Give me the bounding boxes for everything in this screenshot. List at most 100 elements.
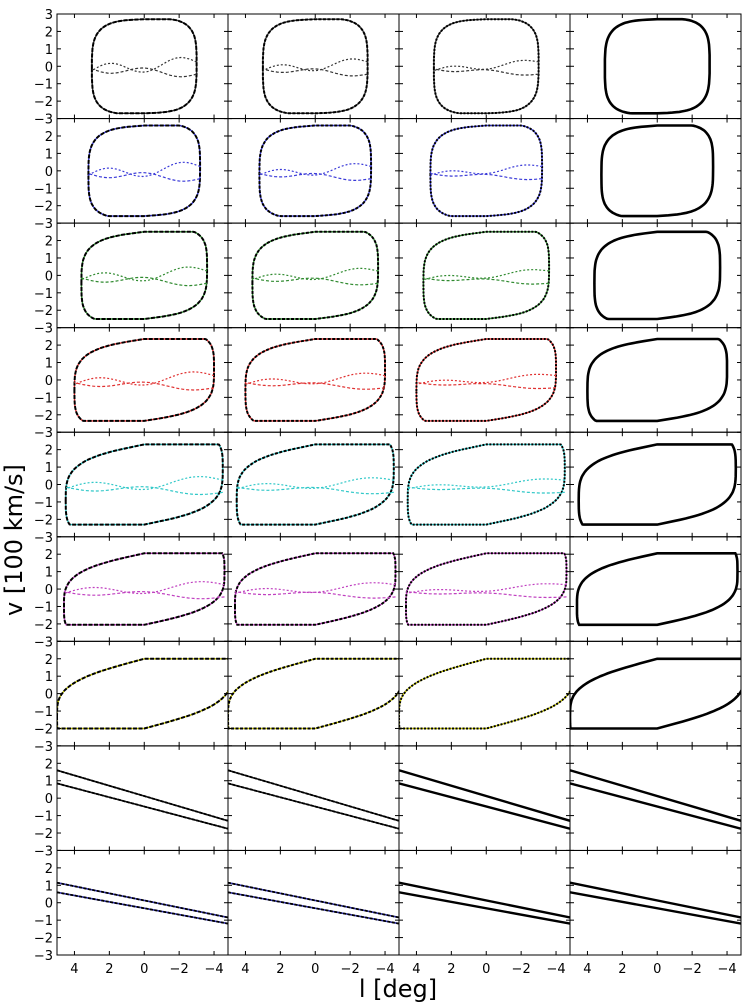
- simulated-line-1: [570, 881, 741, 919]
- panel-r2-c3: [398, 118, 571, 224]
- simulated-loop: [406, 443, 566, 526]
- panel-r6-c1: 2 1 0 −1 −2 −3: [34, 536, 229, 650]
- inner-ridge-1: [65, 476, 223, 491]
- y-tick-label: −1: [34, 391, 53, 406]
- simulated-loop: [235, 443, 395, 526]
- panel-frame: [398, 118, 571, 224]
- inner-ridge-1: [430, 164, 543, 176]
- series-group: [406, 443, 566, 526]
- inner-ridge-2: [430, 172, 543, 181]
- inner-ridge-1: [405, 583, 567, 594]
- panel-r1-c2: [227, 13, 400, 120]
- series-group: [429, 124, 544, 218]
- model-loop: [57, 658, 228, 730]
- x-tick-label: 0: [653, 962, 661, 977]
- series-group: [570, 881, 741, 925]
- inner-ridge-1: [91, 56, 197, 73]
- panel-r9-c2: 4 2 0 −2 −4: [227, 849, 400, 977]
- series-group: [432, 18, 540, 115]
- inner-ridge-1: [262, 58, 368, 72]
- y-tick-label: 0: [45, 374, 53, 389]
- series-group: [399, 657, 570, 730]
- simulated-loop: [429, 124, 544, 218]
- panel-r5-c3: [398, 431, 571, 538]
- simulated-loop: [405, 552, 568, 626]
- series-group: [258, 124, 373, 218]
- model-loop: [570, 658, 741, 730]
- y-tick-label: −1: [34, 287, 53, 302]
- panel-r7-c2: [227, 640, 400, 747]
- model-loop: [228, 658, 399, 730]
- panel-r5-c1: 2 1 0 −1 −2 −3: [34, 431, 229, 546]
- inner-ridge-1: [433, 59, 539, 72]
- series-group: [234, 552, 397, 626]
- y-tick-label: −3: [34, 322, 53, 337]
- panel-frame: [227, 849, 400, 956]
- series-group: [570, 657, 741, 730]
- panel-frame: [569, 327, 742, 433]
- series-group: [73, 338, 215, 422]
- model-loop: [258, 124, 372, 217]
- panel-r2-c2: [227, 118, 400, 224]
- y-tick-label: 1: [45, 879, 53, 894]
- model-loop: [406, 443, 566, 526]
- series-group: [244, 338, 386, 422]
- panel-r3-c1: 2 1 0 −1 −2 −3: [34, 222, 229, 337]
- panel-frame: [56, 745, 229, 851]
- y-tick-label: −2: [34, 409, 53, 424]
- y-tick-label: 2: [45, 235, 53, 250]
- panel-frame: [227, 118, 400, 224]
- y-tick-label: 1: [45, 566, 53, 581]
- simulated-line-1: [570, 769, 741, 822]
- panel-r1-c4: [569, 13, 742, 120]
- x-tick-label: 4: [70, 962, 78, 977]
- simulated-loop: [258, 124, 373, 218]
- y-tick-label: 0: [45, 165, 53, 180]
- inner-ridge-2: [245, 382, 386, 390]
- panel-frame: [227, 745, 400, 851]
- simulated-loop: [64, 443, 224, 526]
- model-loop: [577, 443, 737, 526]
- simulated-loop: [90, 18, 198, 115]
- panel-frame: [569, 745, 742, 851]
- series-group: [80, 230, 209, 320]
- simulated-loop: [432, 18, 540, 115]
- model-loop: [433, 18, 540, 114]
- simulated-loop: [87, 124, 202, 218]
- panel-frame: [56, 13, 229, 120]
- x-tick-label: −2: [341, 962, 360, 977]
- simulated-line-1: [399, 881, 570, 919]
- y-tick-label: −1: [34, 705, 53, 720]
- y-tick-label: −3: [34, 531, 53, 546]
- inner-ridge-1: [252, 267, 379, 281]
- model-loop: [64, 443, 224, 526]
- inner-ridge-2: [407, 486, 565, 494]
- panel-r8-c4: [569, 745, 742, 851]
- y-axis-label: v [100 km/s]: [0, 464, 28, 616]
- model-line-1: [57, 769, 228, 822]
- simulated-line-2: [228, 891, 399, 925]
- simulated-loop: [57, 657, 228, 730]
- inner-ridge-2: [262, 68, 368, 77]
- simulated-line-2: [57, 891, 228, 925]
- x-tick-label: 4: [241, 962, 249, 977]
- y-tick-label: 0: [45, 792, 53, 807]
- y-tick-label: 1: [45, 147, 53, 162]
- series-group: [64, 443, 224, 526]
- y-tick-label: −2: [34, 932, 53, 947]
- series-group: [603, 17, 711, 115]
- series-group: [577, 443, 738, 526]
- x-tick-label: 2: [105, 962, 113, 977]
- simulated-loop: [261, 18, 369, 115]
- simulated-line-2: [399, 782, 570, 830]
- series-group: [63, 552, 226, 626]
- simulated-line-1: [228, 881, 399, 919]
- y-tick-label: 1: [45, 252, 53, 267]
- panel-frame: [398, 849, 571, 956]
- x-tick-label: 2: [276, 962, 284, 977]
- panel-frame: [227, 13, 400, 120]
- series-group: [90, 18, 198, 115]
- panel-r3-c4: [569, 222, 742, 329]
- series-group: [57, 881, 228, 925]
